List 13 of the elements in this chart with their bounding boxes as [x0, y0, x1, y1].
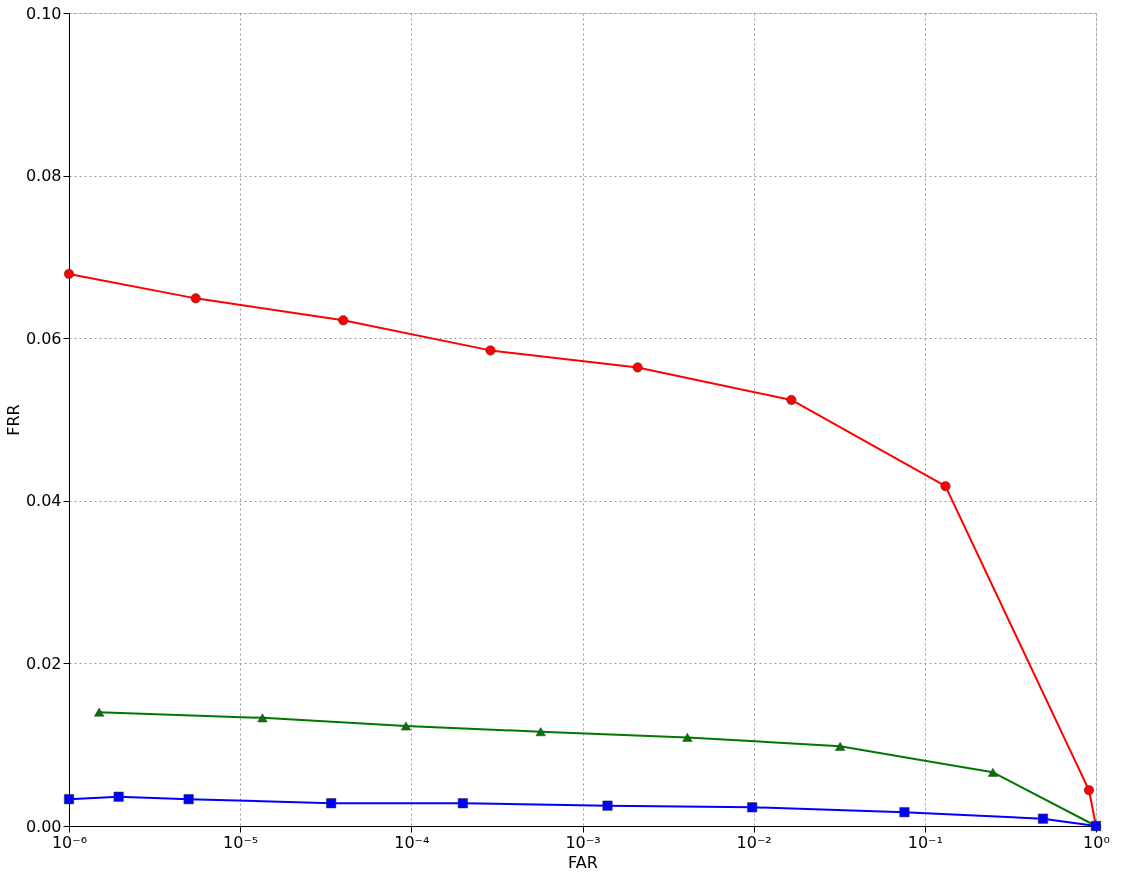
x-axis-title: FAR — [568, 852, 598, 872]
x-tick-label: 10⁻⁴ — [394, 832, 430, 852]
y-tick-label: 0.04 — [25, 491, 62, 511]
x-tick-label: 10⁻² — [736, 832, 772, 852]
y-axis-title: FRR — [3, 404, 23, 436]
y-tick-label: 0.06 — [25, 328, 62, 348]
x-tick-label: 10⁻⁵ — [223, 832, 259, 852]
y-tick-label: 0.02 — [25, 653, 62, 673]
y-tick-label: 0.10 — [25, 3, 62, 23]
x-tick-label: 10⁻³ — [565, 832, 601, 852]
y-tick-label: 0.08 — [25, 166, 62, 186]
x-tick-label: 10⁻¹ — [907, 832, 943, 852]
x-tick-label: 10⁰ — [1083, 832, 1110, 852]
